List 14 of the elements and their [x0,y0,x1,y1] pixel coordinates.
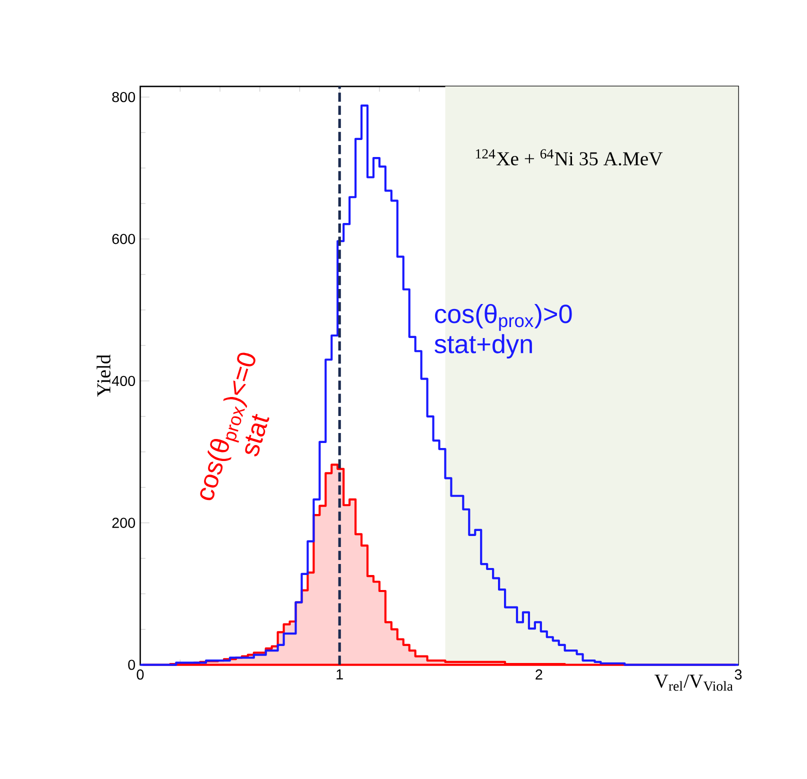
x-tick-label: 1 [336,670,343,680]
x-axis-title: V$_{rel}$/V$_{Viola}$ [654,674,733,691]
y-tick-label: 400 [112,376,136,386]
y-tick-label: 200 [112,518,136,528]
x-tick-label: 2 [536,670,542,680]
annotation: $^{124}$Xe + $^{64}$Ni 35 A.MeV [476,149,663,166]
x-tick-label: 3 [734,670,742,680]
text: cos(θ$_{prox}$)<=0 stat [200,352,270,500]
series-label: cos(θ$_{prox}$)>0 stat+dyn [434,304,572,359]
y-tick-label: 600 [112,234,136,244]
y-tick-label: 0 [128,660,136,670]
x-tick-label: 0 [136,670,144,680]
y-axis-title: Yield [96,354,110,397]
y-tick-label: 800 [112,92,136,102]
